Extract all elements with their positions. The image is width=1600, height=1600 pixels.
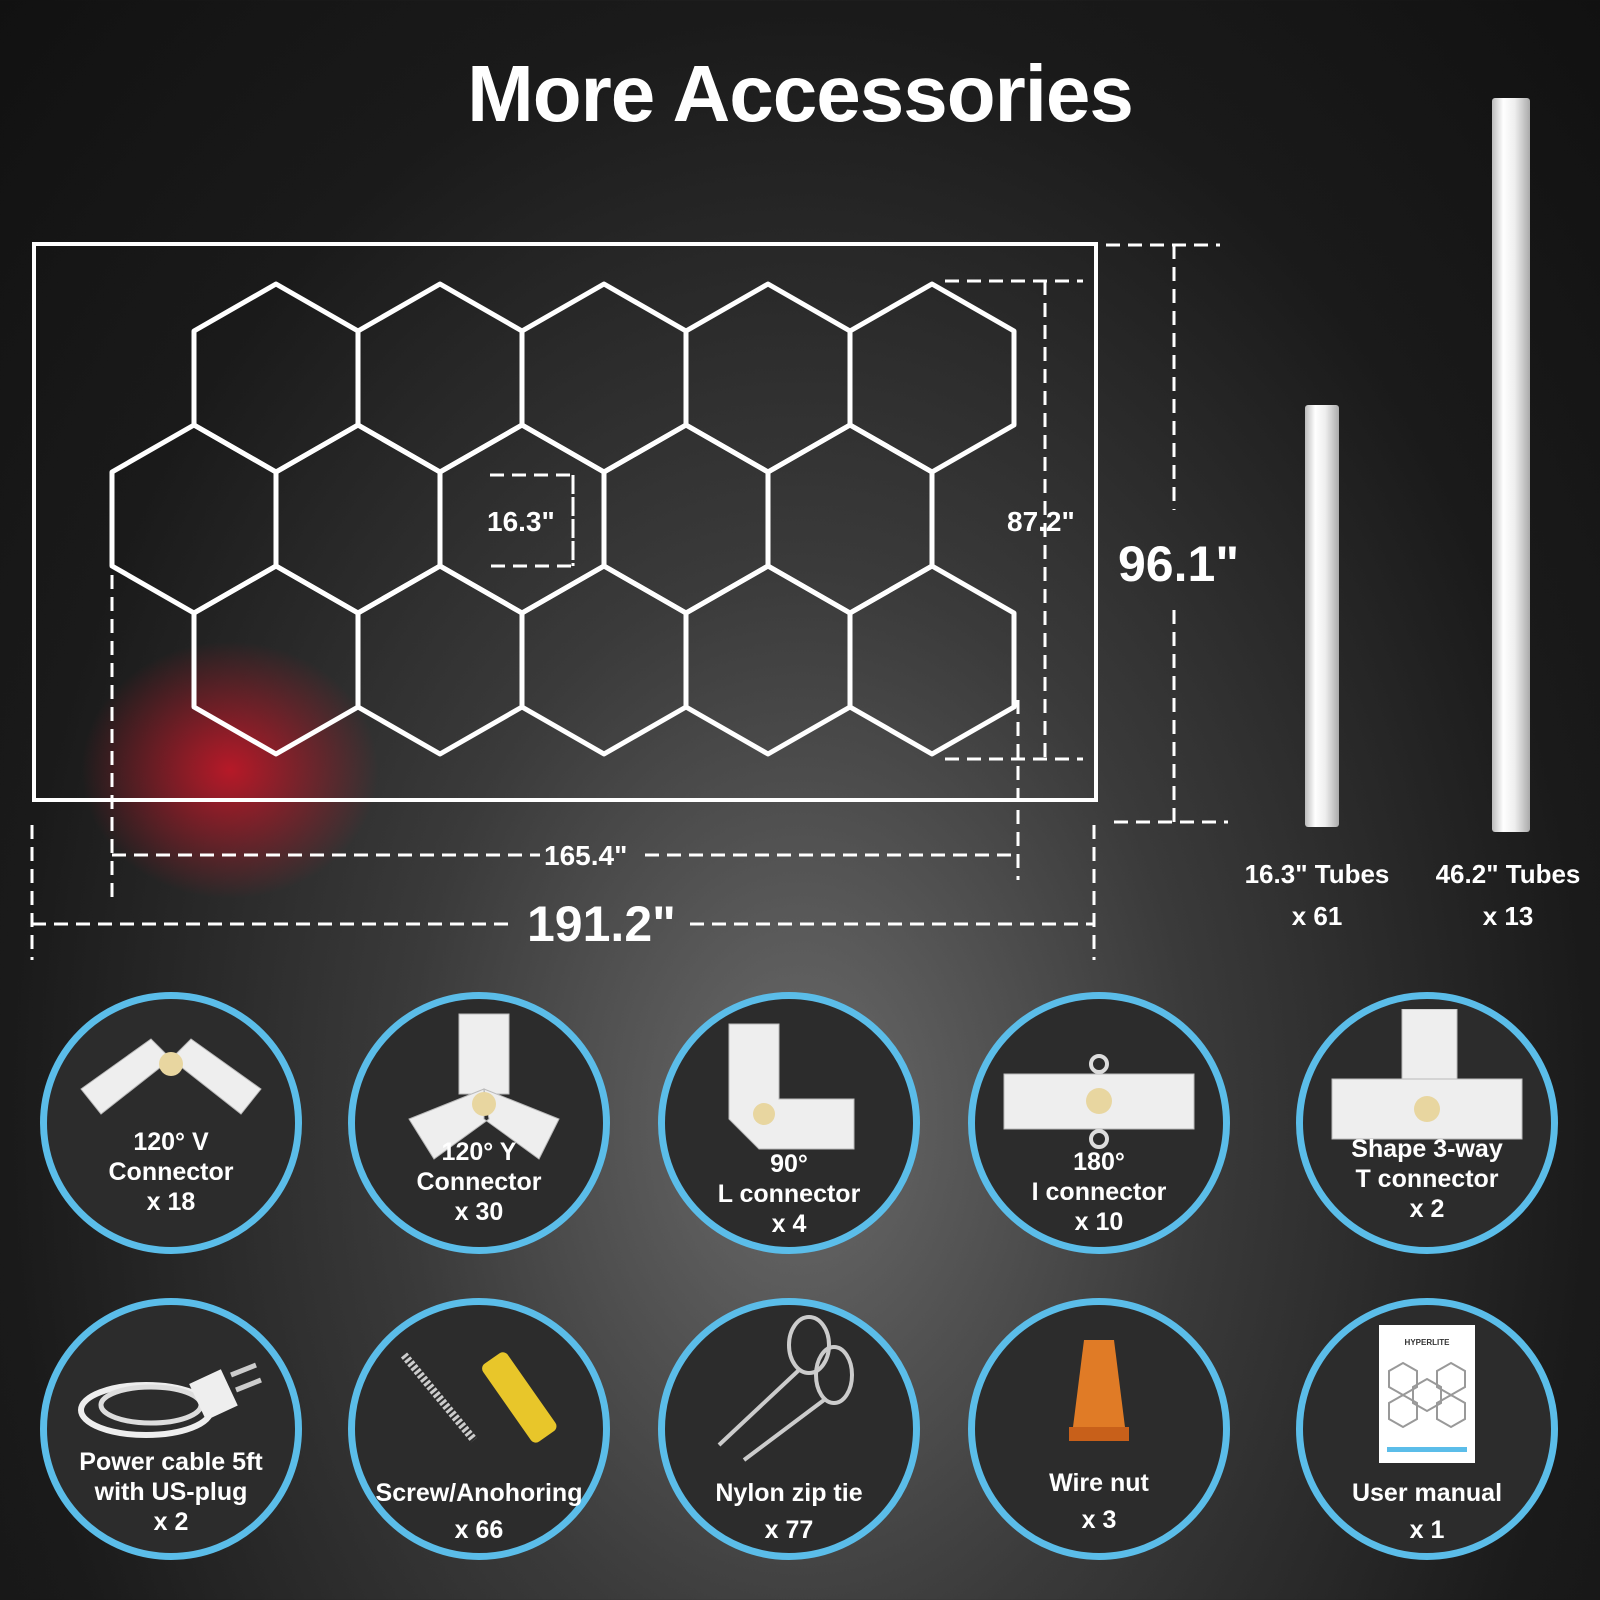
- accessory-y-connector: 120° Y Connector x 30: [348, 992, 610, 1254]
- accessory-label: 120° V Connector x 18: [47, 1127, 295, 1217]
- i-connector-icon: [999, 1049, 1199, 1154]
- hexagon-light: [355, 281, 525, 475]
- svg-text:HYPERLITE: HYPERLITE: [1405, 1338, 1451, 1347]
- accessory-qty: x 77: [764, 1516, 814, 1544]
- panel-width-dim: [110, 575, 1020, 905]
- accessory-l-connector: 90° L connector x 4: [658, 992, 920, 1254]
- hexagon-light: [847, 281, 1017, 475]
- accessory-name: Connector: [416, 1168, 542, 1196]
- frame-rect: [32, 242, 1098, 802]
- accessory-qty: x 4: [771, 1210, 807, 1238]
- accessory-qty: x 2: [1409, 1195, 1445, 1223]
- panel-height-label: 87.2": [1007, 506, 1075, 537]
- accessory-name: Nylon zip tie: [715, 1479, 863, 1507]
- wire-nut-icon: [1064, 1335, 1134, 1450]
- short-tube-qty: x 61: [1291, 901, 1343, 931]
- y-connector-icon: [389, 1009, 569, 1174]
- short-tube-label: 16.3" Tubes: [1244, 859, 1390, 889]
- hexagon-light: [765, 422, 935, 616]
- accessory-label: Screw/Anohoring x 66: [355, 1475, 603, 1549]
- accessory-name: 180°: [1073, 1148, 1125, 1176]
- accessory-name: with US-plug: [94, 1478, 248, 1506]
- accessory-name: I connector: [1031, 1178, 1167, 1206]
- hexagon-light: [273, 422, 443, 616]
- frame-height-label: 96.1": [1118, 536, 1240, 592]
- hexagon-light: [683, 281, 853, 475]
- long-tube-qty: x 13: [1482, 901, 1534, 931]
- hex-side-label: 16.3": [487, 506, 555, 537]
- hexagon-light: [601, 422, 771, 616]
- accessory-label: Nylon zip tie x 77: [665, 1475, 913, 1549]
- zip-tie-icon: [709, 1315, 869, 1470]
- frame-width-label: 191.2": [527, 896, 676, 952]
- accessory-user-manual: HYPERLITE User manual x 1: [1296, 1298, 1558, 1560]
- user-manual-icon: HYPERLITE: [1379, 1325, 1475, 1468]
- accessory-name: Wire nut: [1049, 1469, 1149, 1497]
- accessory-qty: x 18: [146, 1188, 196, 1216]
- accessory-qty: x 3: [1081, 1506, 1117, 1534]
- accessory-name: User manual: [1351, 1479, 1503, 1507]
- long-tube-label: 46.2" Tubes: [1435, 859, 1581, 889]
- accessory-name: Connector: [108, 1158, 234, 1186]
- panel-width-label: 165.4": [544, 840, 628, 871]
- accessory-zip-tie: Nylon zip tie x 77: [658, 1298, 920, 1560]
- accessory-label: Power cable 5ft with US-plug x 2: [47, 1447, 295, 1537]
- accessory-label: Shape 3-way T connector x 2: [1303, 1134, 1551, 1224]
- accessory-label: Wire nut x 3: [975, 1465, 1223, 1539]
- screw-anchor-icon: [394, 1345, 564, 1470]
- accessory-wire-nut: Wire nut x 3: [968, 1298, 1230, 1560]
- long-tube-image: [1492, 98, 1530, 832]
- frame-height-dim: [1106, 243, 1228, 824]
- frame-width-dim: [30, 825, 1096, 960]
- hex-layout-diagram: [0, 0, 1600, 1000]
- accessory-name: T connector: [1355, 1165, 1499, 1193]
- accessory-qty: x 2: [153, 1508, 189, 1536]
- accessory-name: 90°: [770, 1150, 808, 1178]
- accessory-label: 120° Y Connector x 30: [355, 1137, 603, 1227]
- hexagon-light: [109, 422, 279, 616]
- accessory-label: 90° L connector x 4: [665, 1149, 913, 1239]
- accessory-name: 120° V: [133, 1128, 209, 1156]
- t-connector-icon: [1327, 1008, 1527, 1154]
- accessory-label: 180° I connector x 10: [975, 1147, 1223, 1237]
- accessory-name: Screw/Anohoring: [375, 1479, 583, 1507]
- accessory-qty: x 66: [454, 1516, 504, 1544]
- power-cable-icon: [76, 1355, 266, 1450]
- accessory-v-connector: 120° V Connector x 18: [40, 992, 302, 1254]
- accessory-qty: x 30: [454, 1198, 504, 1226]
- accessory-name: Power cable 5ft: [79, 1448, 263, 1476]
- short-tube-caption: 16.3" Tubes x 61: [1217, 853, 1417, 937]
- accessory-label: User manual x 1: [1303, 1475, 1551, 1549]
- accessory-qty: x 1: [1409, 1516, 1445, 1544]
- hexagon-light: [683, 563, 853, 757]
- hexagon-light: [355, 563, 525, 757]
- hexagon-light: [519, 563, 689, 757]
- dimension-lines: [30, 243, 1228, 960]
- hex-grid: [109, 281, 1017, 757]
- accessory-i-connector: 180° I connector x 10: [968, 992, 1230, 1254]
- accessory-name: L connector: [717, 1180, 861, 1208]
- hexagon-light: [519, 281, 689, 475]
- panel-height-dim: [945, 279, 1083, 761]
- accessory-power-cable: Power cable 5ft with US-plug x 2: [40, 1298, 302, 1560]
- accessory-name: Shape 3-way: [1351, 1135, 1503, 1163]
- accessory-t-connector: Shape 3-way T connector x 2: [1296, 992, 1558, 1254]
- hexagon-light: [847, 563, 1017, 757]
- red-glow: [80, 640, 380, 900]
- short-tube-image: [1305, 405, 1339, 827]
- hexagon-light: [191, 281, 361, 475]
- accessory-name: 120° Y: [441, 1138, 517, 1166]
- hexagon-light: [191, 563, 361, 757]
- long-tube-caption: 46.2" Tubes x 13: [1408, 853, 1600, 937]
- page-title: More Accessories: [467, 49, 1134, 138]
- l-connector-icon: [719, 1019, 859, 1164]
- v-connector-icon: [71, 1019, 271, 1134]
- accessory-screw-anchor: Screw/Anohoring x 66: [348, 1298, 610, 1560]
- hex-side-dim: [490, 473, 575, 568]
- accessory-qty: x 10: [1074, 1208, 1124, 1236]
